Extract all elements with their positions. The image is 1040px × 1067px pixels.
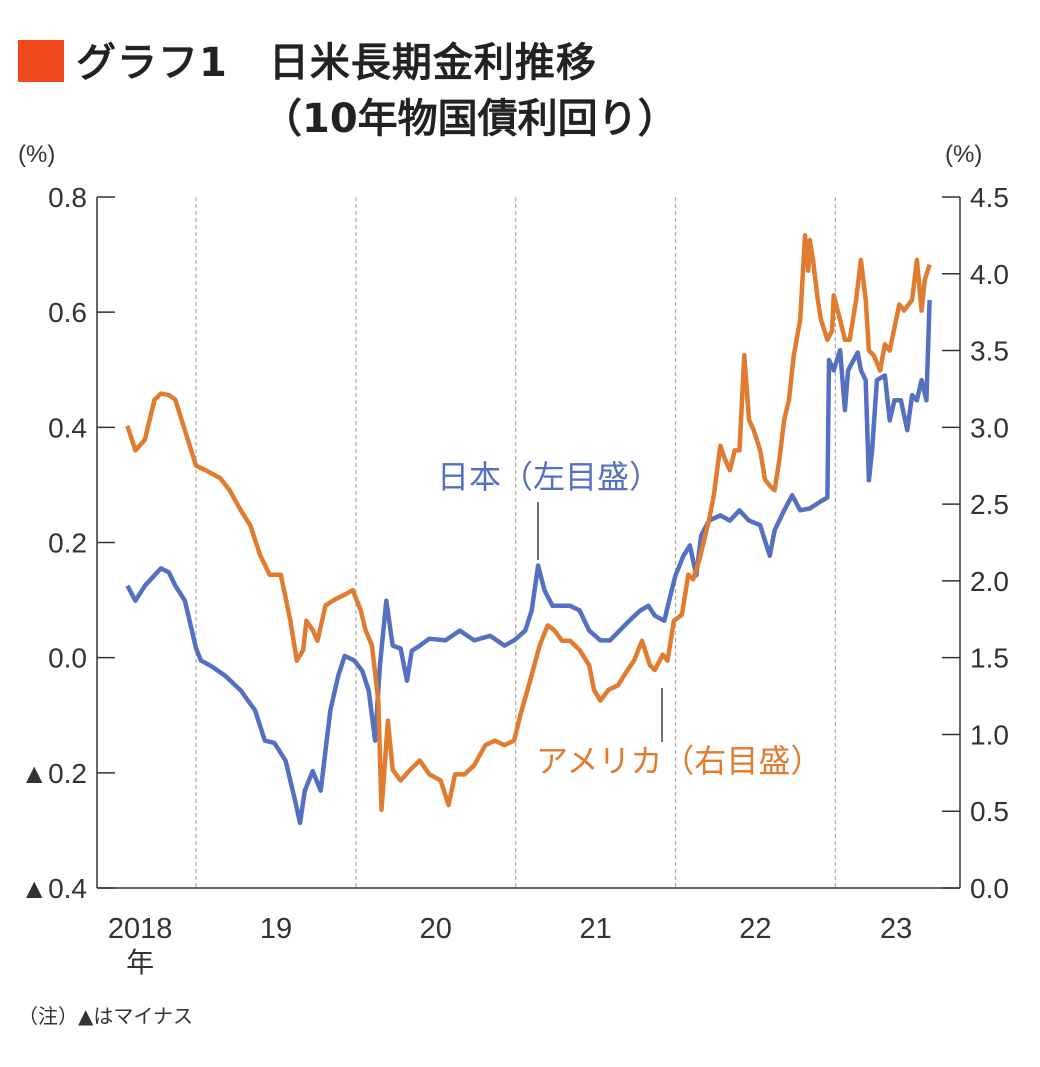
x-tick-label: 20 [420, 913, 452, 945]
right-tick-label: 4.0 [970, 259, 1009, 290]
footnote: （注）▲はマイナス [18, 1004, 193, 1028]
right-tick-label: 0.0 [970, 873, 1009, 904]
right-tick-label: 2.5 [970, 489, 1009, 520]
title-marker-square [18, 40, 64, 82]
series-line-japan [125, 300, 932, 826]
left-tick-label: 0.4 [48, 412, 87, 443]
left-tick-label: ▲0.4 [20, 873, 87, 904]
x-tick-label: 22 [739, 913, 771, 945]
left-tick-label: ▲0.2 [20, 758, 87, 789]
chart-subtitle: （10年物国債利回り） [262, 96, 678, 142]
x-tick-label: 23 [880, 913, 912, 945]
left-tick-label: 0.2 [48, 528, 87, 559]
x-tick-label-year-unit: 年 [126, 947, 154, 978]
right-tick-label: 4.5 [970, 182, 1009, 213]
right-tick-label: 1.0 [970, 719, 1009, 750]
right-tick-label: 2.0 [970, 566, 1009, 597]
right-axis-unit: (%) [945, 141, 982, 168]
left-tick-label: 0.0 [48, 643, 87, 674]
left-tick-label: 0.6 [48, 297, 87, 328]
left-axis-unit: (%) [18, 141, 55, 168]
x-tick-label: 21 [579, 913, 611, 945]
chart-title: グラフ1 日米長期金利推移 [76, 40, 597, 86]
right-tick-label: 1.5 [970, 643, 1009, 674]
japan-series-label: 日本（左目盛） [437, 459, 661, 495]
right-tick-label: 0.5 [970, 796, 1009, 827]
x-tick-label: 2018 [108, 913, 173, 945]
us-series-label: アメリカ（右目盛） [536, 743, 822, 779]
right-tick-label: 3.5 [970, 336, 1009, 367]
x-tick-label: 19 [260, 913, 292, 945]
left-tick-label: 0.8 [48, 182, 87, 213]
series-line-us [125, 233, 932, 812]
right-tick-label: 3.0 [970, 412, 1009, 443]
